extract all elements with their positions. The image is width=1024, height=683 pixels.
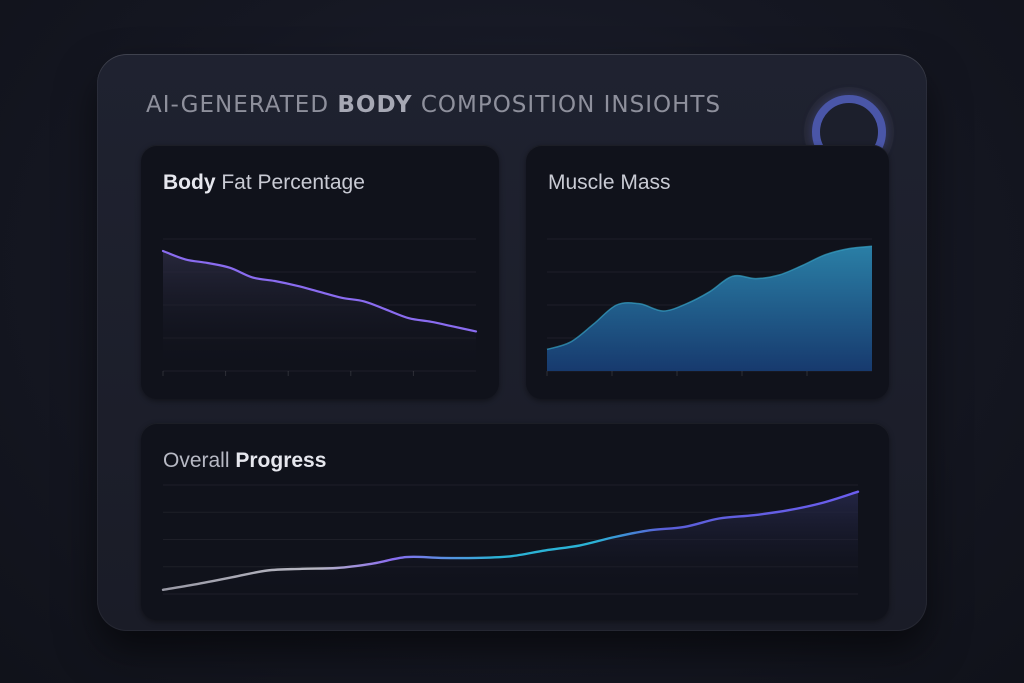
body-fat-card-title: Body Fat Percentage [163, 171, 365, 195]
progress-title-light: Overall [163, 449, 236, 472]
overall-progress-card-title: Overall Progress [163, 449, 326, 473]
insights-panel: AI-GENERATED BODY COMPOSITION INSIOHTS B… [97, 54, 927, 631]
overall-progress-card[interactable]: Overall Progress [141, 423, 889, 620]
title-rest: COMPOSITION INSIOHTS [412, 92, 722, 118]
body-fat-area [163, 251, 476, 371]
body-fat-title-bold: Body [163, 171, 216, 194]
body-fat-title-rest: Fat Percentage [215, 171, 365, 194]
muscle-mass-chart [546, 238, 873, 376]
overall-progress-chart [161, 484, 860, 595]
muscle-mass-card[interactable]: Muscle Mass [526, 145, 889, 399]
body-fat-card[interactable]: Body Fat Percentage [141, 145, 499, 399]
panel-title: AI-GENERATED BODY COMPOSITION INSIOHTS [146, 92, 721, 118]
body-fat-series-line [161, 249, 478, 333]
muscle-mass-series-line [546, 245, 873, 351]
body-fat-chart [161, 238, 478, 376]
overall-progress-series-line [161, 490, 860, 592]
progress-title-bold: Progress [235, 449, 327, 472]
title-light: AI-GENERATED [146, 92, 338, 118]
muscle-mass-card-title: Muscle Mass [548, 171, 671, 194]
overall-progress-area [163, 491, 858, 594]
title-bold: BODY [337, 92, 413, 118]
muscle-mass-area [547, 246, 872, 371]
